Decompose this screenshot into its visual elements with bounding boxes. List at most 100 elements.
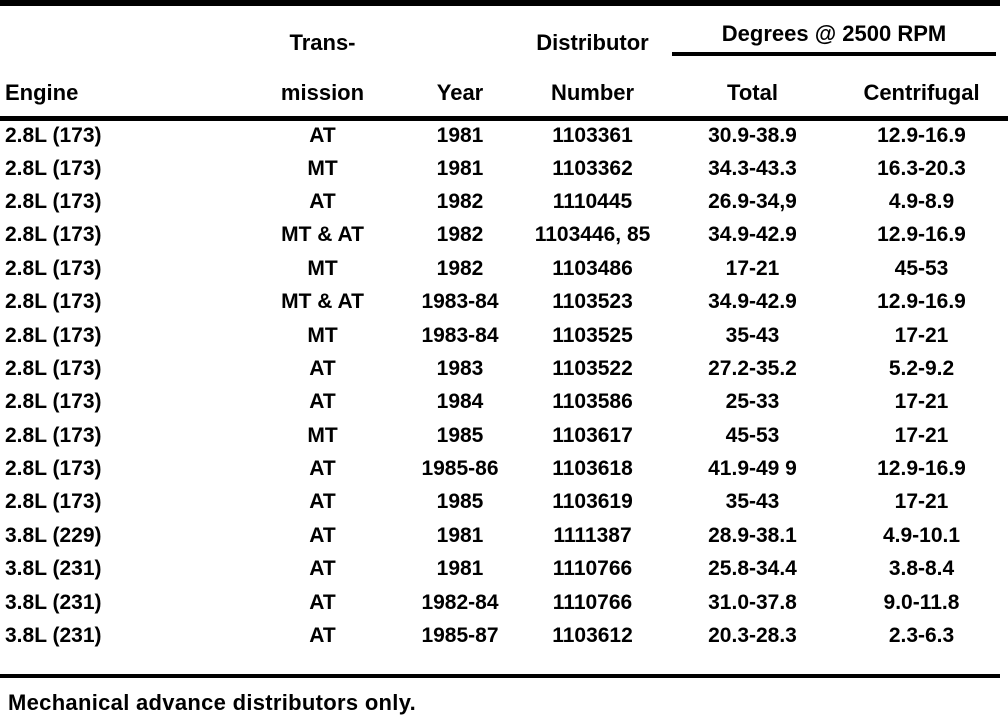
cell-transmission: AT — [309, 457, 336, 481]
cell-year: 1982 — [436, 223, 484, 247]
cell-total: 31.0-37.8 — [708, 590, 797, 614]
cell-distributor-number: 1103525 — [552, 323, 633, 347]
table-row: 2.8L (173) MT 1981 1103362 34.3-43.3 16.3-20.… — [0, 151, 1008, 184]
cell-year: 1985-86 — [421, 457, 499, 481]
column-header-year: Year — [405, 58, 515, 121]
table-body: 2.8L (173) AT 1981 1103361 30.9-38.9 12.9-16.… — [0, 118, 1008, 652]
cell-year: 1982-84 — [421, 590, 499, 614]
cell-engine: 2.8L (173) — [5, 390, 102, 414]
cell-engine: 3.8L (231) — [5, 557, 102, 581]
cell-centrifugal: 17-21 — [894, 490, 949, 514]
column-header-centrifugal: Centrifugal — [835, 58, 1008, 121]
cell-year: 1983 — [436, 356, 484, 380]
table-row: 2.8L (173) MT 1983-84 1103525 35-43 17-21 — [0, 318, 1008, 351]
cell-centrifugal: 12.9-16.9 — [877, 223, 966, 247]
table-row: 2.8L (173) AT 1981 1103361 30.9-38.9 12.9-16.… — [0, 118, 1008, 151]
cell-year: 1985 — [436, 423, 484, 447]
cell-year: 1981 — [436, 523, 484, 547]
cell-year: 1982 — [436, 189, 484, 213]
cell-total: 17-21 — [725, 256, 780, 280]
table-row: 2.8L (173) AT 1984 1103586 25-33 17-21 — [0, 385, 1008, 418]
cell-distributor-number: 1111387 — [553, 523, 632, 547]
cell-total: 30.9-38.9 — [708, 124, 797, 148]
cell-distributor-number: 1103446, 85 — [534, 223, 651, 247]
cell-engine: 2.8L (173) — [5, 156, 102, 180]
column-header-transmission-line1: Trans- — [289, 30, 356, 55]
cell-total: 34.9-42.9 — [708, 223, 797, 247]
table-row: 2.8L (173) MT & AT 1982 1103446, 85 34.9-42.… — [0, 218, 1008, 251]
cell-centrifugal: 17-21 — [894, 390, 949, 414]
cell-centrifugal: 12.9-16.9 — [877, 457, 966, 481]
cell-distributor-number: 1110766 — [552, 590, 633, 614]
column-header-distributor-line2: Number — [515, 58, 670, 121]
table-header: Trans- Distributor Degrees @ 2500 RPM En… — [0, 6, 1008, 121]
cell-year: 1984 — [436, 390, 484, 414]
cell-distributor-number: 1103612 — [552, 624, 633, 648]
cell-transmission: MT & AT — [281, 290, 364, 314]
cell-transmission: AT — [309, 189, 336, 213]
cell-total: 20.3-28.3 — [708, 624, 797, 648]
cell-centrifugal: 12.9-16.9 — [877, 290, 966, 314]
cell-engine: 2.8L (173) — [5, 356, 102, 380]
cell-centrifugal: 17-21 — [894, 423, 949, 447]
cell-year: 1981 — [436, 124, 484, 148]
cell-year: 1981 — [436, 156, 484, 180]
cell-year: 1985 — [436, 490, 484, 514]
column-header-total: Total — [670, 58, 835, 121]
column-header-engine: Engine — [0, 58, 240, 121]
cell-centrifugal: 3.8-8.4 — [888, 557, 955, 581]
cell-distributor-number: 1110766 — [552, 557, 633, 581]
cell-engine: 2.8L (173) — [5, 323, 102, 347]
cell-year: 1985-87 — [421, 624, 499, 648]
cell-transmission: AT — [309, 124, 336, 148]
distributor-spec-table: Trans- Distributor Degrees @ 2500 RPM En… — [0, 6, 1008, 652]
cell-centrifugal: 45-53 — [894, 256, 949, 280]
column-header-distributor-line1: Distributor — [536, 30, 649, 55]
cell-transmission: AT — [309, 490, 336, 514]
cell-total: 45-53 — [725, 423, 780, 447]
cell-centrifugal: 5.2-9.2 — [888, 356, 955, 380]
table-row: 2.8L (173) AT 1983 1103522 27.2-35.2 5.2-9.2 — [0, 352, 1008, 385]
table-row: 2.8L (173) AT 1982 1110445 26.9-34,9 4.9-8.9 — [0, 185, 1008, 218]
footnote: Mechanical advance distributors only. — [8, 690, 417, 716]
header-spacer — [0, 6, 240, 58]
table-row: 2.8L (173) MT 1982 1103486 17-21 45-53 — [0, 252, 1008, 285]
column-header-transmission-line2: mission — [240, 58, 405, 121]
cell-total: 28.9-38.1 — [708, 523, 797, 547]
cell-engine: 2.8L (173) — [5, 256, 102, 280]
cell-transmission: AT — [309, 390, 336, 414]
top-rule — [0, 0, 1000, 6]
cell-centrifugal: 4.9-8.9 — [888, 189, 955, 213]
cell-total: 35-43 — [725, 490, 780, 514]
cell-total: 34.3-43.3 — [708, 156, 797, 180]
cell-distributor-number: 1103619 — [552, 490, 633, 514]
cell-centrifugal: 16.3-20.3 — [877, 156, 966, 180]
cell-engine: 2.8L (173) — [5, 490, 102, 514]
table-row: 2.8L (173) AT 1985 1103619 35-43 17-21 — [0, 485, 1008, 518]
cell-transmission: AT — [309, 557, 336, 581]
cell-transmission: MT — [307, 256, 338, 280]
cell-centrifugal: 12.9-16.9 — [877, 124, 966, 148]
cell-transmission: AT — [309, 624, 336, 648]
cell-distributor-number: 1103362 — [552, 156, 633, 180]
cell-total: 26.9-34,9 — [708, 189, 797, 213]
cell-year: 1983-84 — [421, 323, 499, 347]
cell-engine: 2.8L (173) — [5, 290, 102, 314]
table-row: 3.8L (229) AT 1981 1111387 28.9-38.1 4.9-10.1 — [0, 519, 1008, 552]
header-spacer — [405, 6, 515, 58]
cell-distributor-number: 1103523 — [552, 290, 633, 314]
degrees-group-header-cell: Degrees @ 2500 RPM — [670, 6, 1008, 58]
cell-centrifugal: 2.3-6.3 — [888, 624, 955, 648]
cell-distributor-number: 1103617 — [552, 423, 633, 447]
cell-distributor-number: 1110445 — [552, 189, 633, 213]
cell-total: 25.8-34.4 — [708, 557, 797, 581]
cell-engine: 2.8L (173) — [5, 189, 102, 213]
cell-engine: 2.8L (173) — [5, 223, 102, 247]
cell-transmission: AT — [309, 356, 336, 380]
cell-engine: 3.8L (231) — [5, 590, 102, 614]
cell-distributor-number: 1103361 — [552, 124, 633, 148]
table-row: 3.8L (231) AT 1982-84 1110766 31.0-37.8 9.0-1… — [0, 585, 1008, 618]
cell-distributor-number: 1103486 — [552, 256, 633, 280]
bottom-rule — [0, 674, 1000, 679]
